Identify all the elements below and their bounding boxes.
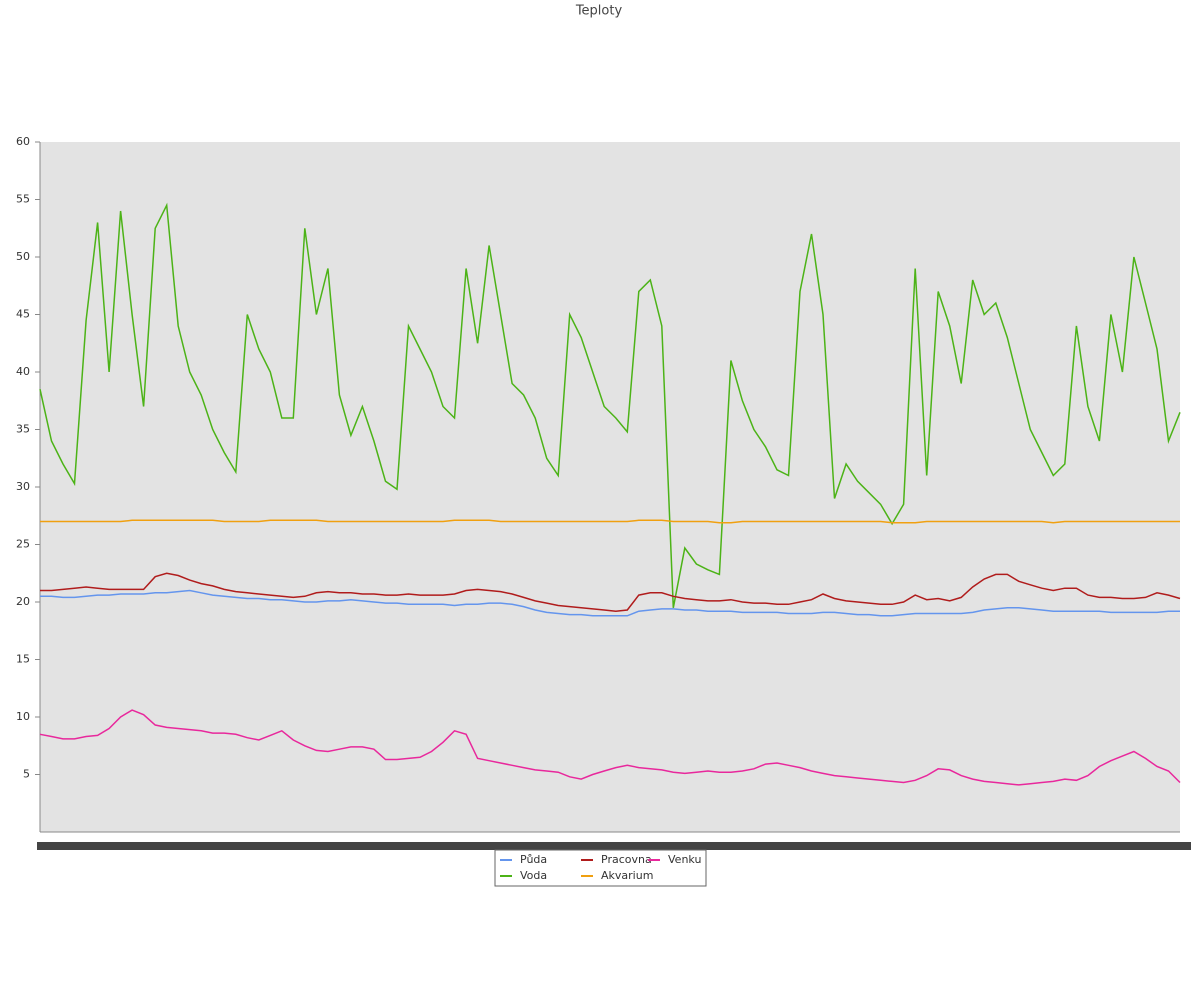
y-tick-label: 60 xyxy=(16,135,30,148)
series-line xyxy=(39,709,1181,786)
plot-area xyxy=(40,142,1180,832)
y-tick-label: 15 xyxy=(16,653,30,666)
legend xyxy=(494,849,707,887)
series-line xyxy=(40,572,1181,612)
y-tick-label: 55 xyxy=(16,193,30,206)
y-tick-label: 20 xyxy=(16,595,30,608)
series-line xyxy=(40,589,1180,617)
y-tick-label: 5 xyxy=(23,768,30,781)
series-line xyxy=(40,519,1180,524)
legend-label: Půda xyxy=(520,853,547,866)
legend-label: Akvarium xyxy=(601,869,653,882)
legend-label: Pracovna xyxy=(601,853,652,866)
series-line xyxy=(39,202,1181,608)
y-tick-label: 30 xyxy=(16,480,30,493)
legend-label: Venku xyxy=(668,853,701,866)
legend-label: Voda xyxy=(520,869,547,882)
y-tick-label: 50 xyxy=(16,250,30,263)
y-tick-label: 40 xyxy=(16,365,30,378)
chart-title: Teploty xyxy=(575,4,623,19)
y-tick-label: 45 xyxy=(16,308,30,321)
y-tick-label: 35 xyxy=(16,423,30,436)
y-tick-label: 25 xyxy=(16,538,30,551)
x-tick-labels-band xyxy=(37,842,1191,850)
y-tick-label: 10 xyxy=(16,710,30,723)
